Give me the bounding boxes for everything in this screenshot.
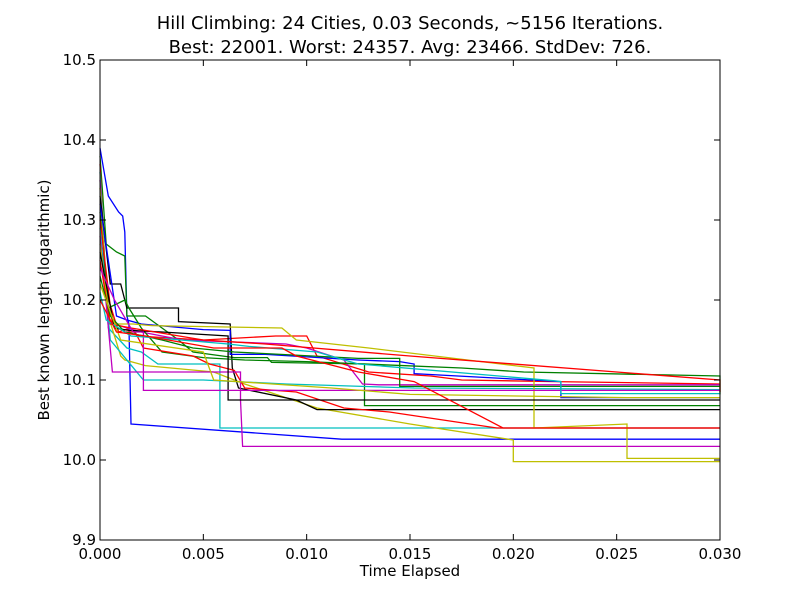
chart-subtitle: Best: 22001. Worst: 24357. Avg: 23466. S… — [169, 37, 652, 58]
y-axis-label: Best known length (logarithmic) — [35, 180, 53, 421]
x-axis-label: Time Elapsed — [359, 562, 460, 580]
series-line — [99, 171, 720, 429]
x-tick-label: 0.025 — [595, 545, 638, 563]
y-tick-label: 10.2 — [63, 291, 96, 309]
y-tick-label: 10.0 — [63, 451, 96, 469]
series-line — [99, 211, 721, 395]
ticks-layer — [99, 59, 721, 541]
series-layer — [99, 147, 721, 463]
chart-title: Hill Climbing: 24 Cities, 0.03 Seconds, … — [157, 13, 664, 34]
y-tick-label: 10.3 — [63, 211, 96, 229]
y-tick-label: 10.4 — [63, 131, 96, 149]
y-tick-labels: 9.9 10.0 10.1 10.2 10.3 10.4 10.5 — [63, 51, 96, 549]
series-line — [99, 267, 720, 392]
series-line — [99, 243, 720, 460]
x-tick-label: 0.015 — [389, 545, 432, 563]
x-tick-label: 0.005 — [182, 545, 225, 563]
series-line — [99, 203, 720, 399]
plot-area — [100, 60, 720, 540]
x-tick-label: 0.020 — [492, 545, 535, 563]
y-tick-label: 9.9 — [72, 531, 96, 549]
series-line — [99, 235, 720, 448]
y-tick-label: 10.5 — [63, 51, 96, 69]
series-line — [99, 283, 720, 399]
series-line — [99, 227, 721, 391]
y-tick-label: 10.1 — [63, 371, 96, 389]
x-tick-label: 0.030 — [699, 545, 742, 563]
x-tick-label: 0.000 — [79, 545, 122, 563]
series-line — [99, 299, 720, 429]
x-tick-label: 0.010 — [285, 545, 328, 563]
series-line — [99, 275, 720, 388]
x-tick-labels: 0.000 0.005 0.010 0.015 0.020 0.025 0.03… — [79, 545, 742, 563]
